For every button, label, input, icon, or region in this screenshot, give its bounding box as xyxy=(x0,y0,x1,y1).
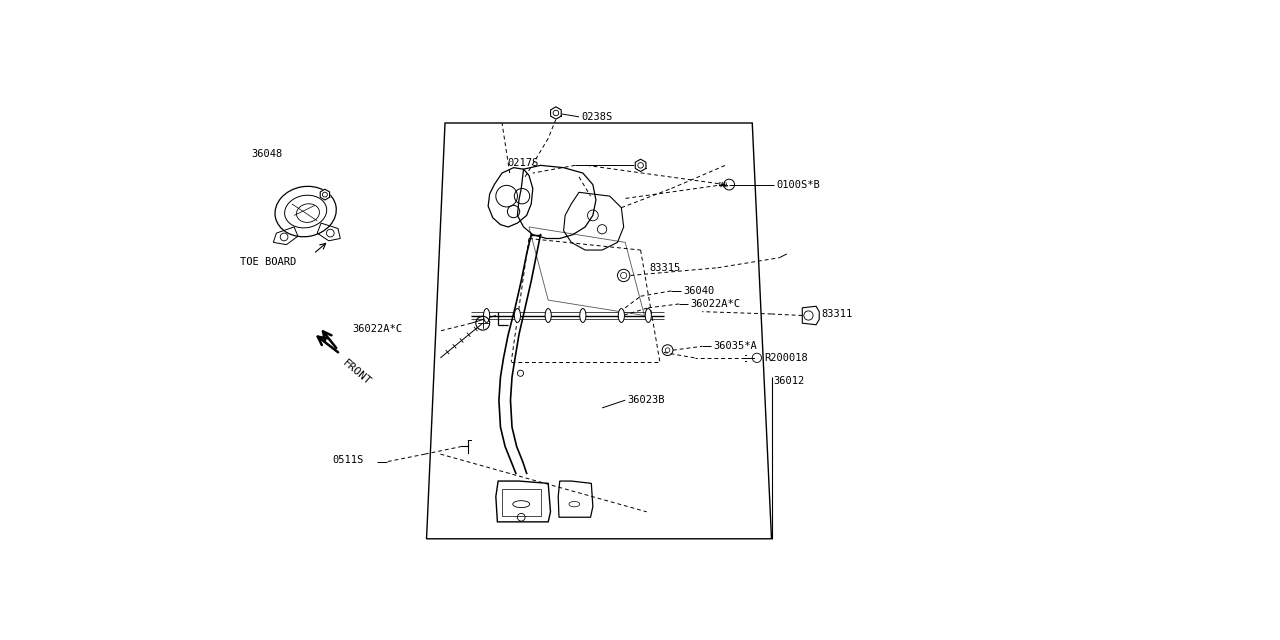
Polygon shape xyxy=(635,159,646,172)
Text: 36022A*C: 36022A*C xyxy=(690,299,740,309)
Ellipse shape xyxy=(580,308,586,323)
Polygon shape xyxy=(550,107,561,119)
Text: 36048: 36048 xyxy=(252,148,283,159)
Ellipse shape xyxy=(484,308,490,323)
Ellipse shape xyxy=(645,308,652,323)
Text: 0217S: 0217S xyxy=(507,158,539,168)
Text: TOE BOARD: TOE BOARD xyxy=(241,257,297,267)
Text: 0511S: 0511S xyxy=(333,455,364,465)
Text: R200018: R200018 xyxy=(764,353,808,363)
Text: 0100S*B: 0100S*B xyxy=(776,180,820,189)
Ellipse shape xyxy=(515,308,521,323)
Polygon shape xyxy=(320,189,329,200)
Text: 36022A*C: 36022A*C xyxy=(352,324,402,334)
Text: 36040: 36040 xyxy=(684,286,714,296)
Ellipse shape xyxy=(618,308,625,323)
Text: 36035*A: 36035*A xyxy=(714,341,758,351)
Ellipse shape xyxy=(545,308,552,323)
Text: 36012: 36012 xyxy=(774,376,805,386)
Text: 83315: 83315 xyxy=(650,263,681,273)
Text: 36023B: 36023B xyxy=(627,395,666,405)
Text: 83311: 83311 xyxy=(822,309,852,319)
Text: 0238S: 0238S xyxy=(581,112,613,122)
Text: FRONT: FRONT xyxy=(340,358,374,387)
